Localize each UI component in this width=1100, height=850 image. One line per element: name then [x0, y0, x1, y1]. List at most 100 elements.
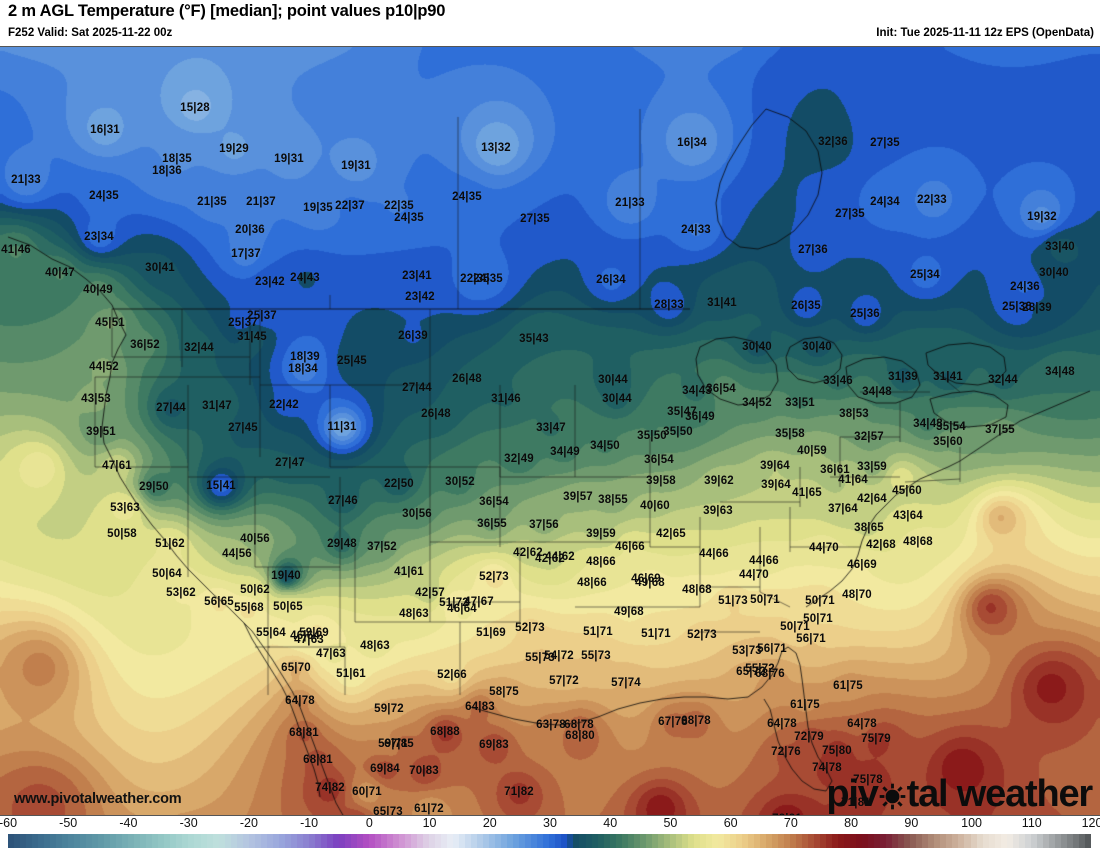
point-value-label: 64|78	[847, 718, 877, 730]
point-value-label: 42|62	[513, 547, 543, 559]
colorbar-segment	[681, 834, 688, 848]
point-value-label: 56|71	[757, 643, 787, 655]
point-value-label: 37|55	[985, 424, 1015, 436]
colorbar-segment	[507, 834, 514, 848]
colorbar-segment	[814, 834, 821, 848]
colorbar-segment	[380, 834, 387, 848]
point-value-label: 24|36	[1010, 281, 1040, 293]
point-value-label: 44|56	[222, 548, 252, 560]
point-value-label: 31|41	[707, 297, 737, 309]
point-value-label: 33|47	[536, 422, 566, 434]
point-value-label: 42|68	[866, 539, 896, 551]
point-value-label: 24|35	[89, 190, 119, 202]
colorbar-segment	[675, 834, 682, 848]
point-value-label: 50|62	[240, 584, 270, 596]
point-value-label: 31|41	[933, 371, 963, 383]
point-value-label: 46|66	[615, 541, 645, 553]
point-value-label: 39|57	[563, 491, 593, 503]
point-value-label: 25|36	[850, 308, 880, 320]
colorbar-segment	[278, 834, 285, 848]
point-value-label: 18|35	[162, 153, 192, 165]
colorbar-segment	[934, 834, 941, 848]
point-value-label: 26|34	[596, 274, 626, 286]
point-value-label: 34|50	[590, 440, 620, 452]
point-value-label: 42|64	[857, 493, 887, 505]
point-value-label: 46|69	[847, 559, 877, 571]
point-value-label: 55|72	[745, 663, 775, 675]
point-value-label: 49|68	[635, 577, 665, 589]
colorbar-segment	[266, 834, 273, 848]
point-value-label: 22|33	[917, 194, 947, 206]
temperature-map[interactable]: 21|33 16|31 24|35 23|34 18|36 30|41 21|35 21|37…	[0, 46, 1100, 816]
colorbar-segment	[669, 834, 676, 848]
point-value-label: 19|35	[303, 202, 333, 214]
point-value-label: 43|64	[893, 510, 923, 522]
colorbar-segment	[946, 834, 953, 848]
point-value-label: 41|46	[1, 244, 31, 256]
colorbar-segment	[1066, 834, 1073, 848]
colorbar-segment	[356, 834, 363, 848]
colorbar-tick: 90	[904, 816, 919, 830]
point-value-label: 23|42	[405, 291, 435, 303]
colorbar-segment	[465, 834, 472, 848]
point-value-label: 67|85	[384, 738, 414, 750]
point-value-label: 16|34	[677, 137, 707, 149]
point-value-label: 36|52	[130, 339, 160, 351]
point-value-label: 27|35	[835, 208, 865, 220]
colorbar-segment	[302, 834, 309, 848]
point-value-label: 32|36	[818, 136, 848, 148]
point-value-label: 15|28	[180, 102, 210, 114]
point-value-label: 33|40	[1045, 241, 1075, 253]
colorbar-segment	[128, 834, 135, 848]
colorbar-segment	[609, 834, 616, 848]
point-value-label: 30|44	[598, 374, 628, 386]
colorbar-segment	[224, 834, 231, 848]
colorbar-segment	[1018, 834, 1025, 848]
point-value-label: 70|83	[409, 765, 439, 777]
point-value-label: 50|71	[805, 595, 835, 607]
colorbar-segment	[417, 834, 424, 848]
point-value-label: 48|66	[577, 577, 607, 589]
colorbar-segment	[687, 834, 694, 848]
colorbar-segment	[501, 834, 508, 848]
point-value-label: 27|35	[870, 137, 900, 149]
colorbar-segment	[332, 834, 339, 848]
colorbar-segment	[459, 834, 466, 848]
point-value-label: 28|39	[1022, 302, 1052, 314]
colorbar-segment	[98, 834, 105, 848]
colorbar-segment	[254, 834, 261, 848]
colorbar-segment	[158, 834, 165, 848]
point-value-label: 22|42	[269, 399, 299, 411]
colorbar-segment	[8, 834, 15, 848]
colorbar-segment	[1012, 834, 1019, 848]
point-value-label: 64|83	[465, 701, 495, 713]
colorbar-segment	[62, 834, 69, 848]
point-value-label: 47|67	[464, 596, 494, 608]
point-value-label: 51|62	[155, 538, 185, 550]
point-value-label: 68|78	[564, 719, 594, 731]
point-value-label: 64|78	[767, 718, 797, 730]
colorbar-segment	[248, 834, 255, 848]
colorbar-segment	[314, 834, 321, 848]
colorbar-segment	[411, 834, 418, 848]
colorbar-tick: -50	[59, 816, 78, 830]
point-value-label: 46|69	[631, 573, 661, 585]
colorbar-segment	[747, 834, 754, 848]
point-value-label: 51|71	[641, 628, 671, 640]
colorbar-segment	[86, 834, 93, 848]
colorbar-segment	[122, 834, 129, 848]
point-value-label: 21|33	[11, 174, 41, 186]
point-value-label: 30|41	[145, 262, 175, 274]
colorbar-segment	[453, 834, 460, 848]
point-value-label: 71|81	[841, 797, 871, 809]
point-value-label: 27|36	[798, 244, 828, 256]
colorbar-segment	[753, 834, 760, 848]
colorbar-segment	[92, 834, 99, 848]
point-value-label: 23|42	[255, 276, 285, 288]
colorbar-tick: 120	[1081, 816, 1100, 830]
colorbar-segment	[1060, 834, 1067, 848]
point-value-label: 58|75	[489, 686, 519, 698]
colorbar-segment	[513, 834, 520, 848]
point-value-label: 48|70	[842, 589, 872, 601]
